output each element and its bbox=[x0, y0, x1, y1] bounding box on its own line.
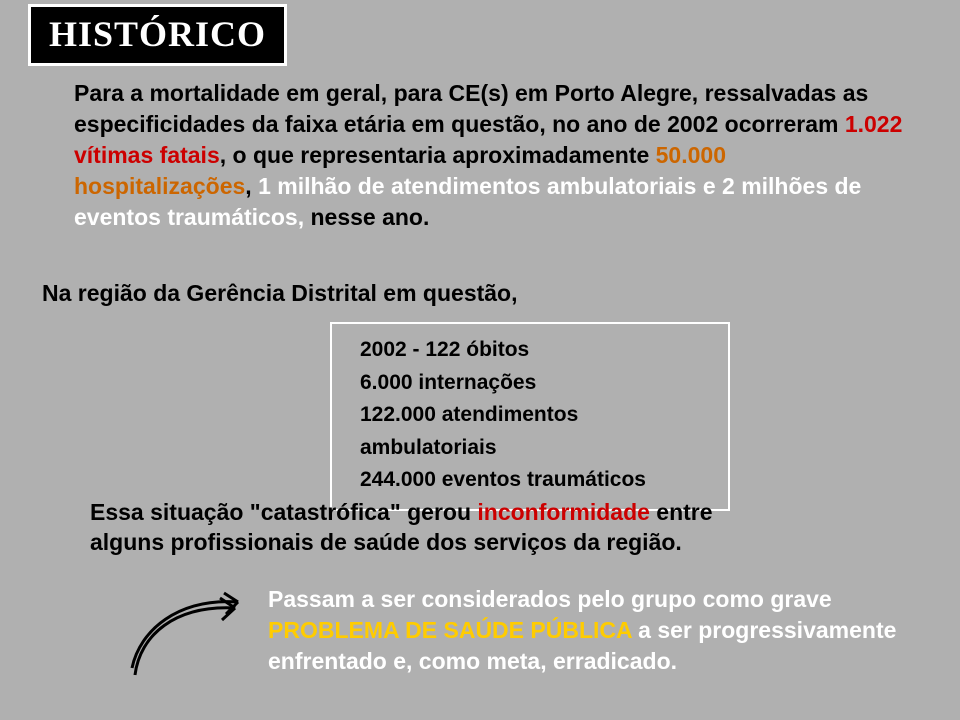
p3-text-1: Essa situação "catastrófica" gerou bbox=[90, 499, 477, 525]
p4-text-1: Passam a ser considerados pelo grupo com… bbox=[268, 586, 832, 612]
curved-arrow-icon bbox=[120, 580, 260, 690]
p1-text-1: Para a mortalidade em geral, para CE(s) … bbox=[74, 80, 868, 137]
paragraph-1: Para a mortalidade em geral, para CE(s) … bbox=[74, 78, 904, 233]
stats-line-2: 6.000 internações bbox=[360, 367, 716, 400]
stats-line-4: 244.000 eventos traumáticos bbox=[360, 464, 716, 497]
paragraph-2: Na região da Gerência Distrital em quest… bbox=[42, 280, 518, 307]
p1-text-4: nesse ano. bbox=[304, 204, 429, 230]
p1-text-3: , bbox=[245, 173, 258, 199]
header-title: HISTÓRICO bbox=[49, 14, 266, 54]
paragraph-4: Passam a ser considerados pelo grupo com… bbox=[268, 584, 928, 677]
stats-box: 2002 - 122 óbitos 6.000 internações 122.… bbox=[330, 322, 730, 511]
p3-red-inconformidade: inconformidade bbox=[477, 499, 650, 525]
p4-yellow-problema: PROBLEMA DE SAÚDE PÚBLICA bbox=[268, 617, 632, 643]
p2-text: Na região da Gerência Distrital em quest… bbox=[42, 280, 518, 306]
header-box: HISTÓRICO bbox=[28, 4, 287, 66]
stats-line-3: 122.000 atendimentos ambulatoriais bbox=[360, 399, 716, 464]
p1-text-2: , o que representaria aproximadamente bbox=[220, 142, 656, 168]
paragraph-3: Essa situação "catastrófica" gerou incon… bbox=[90, 498, 740, 558]
stats-line-1: 2002 - 122 óbitos bbox=[360, 334, 716, 367]
